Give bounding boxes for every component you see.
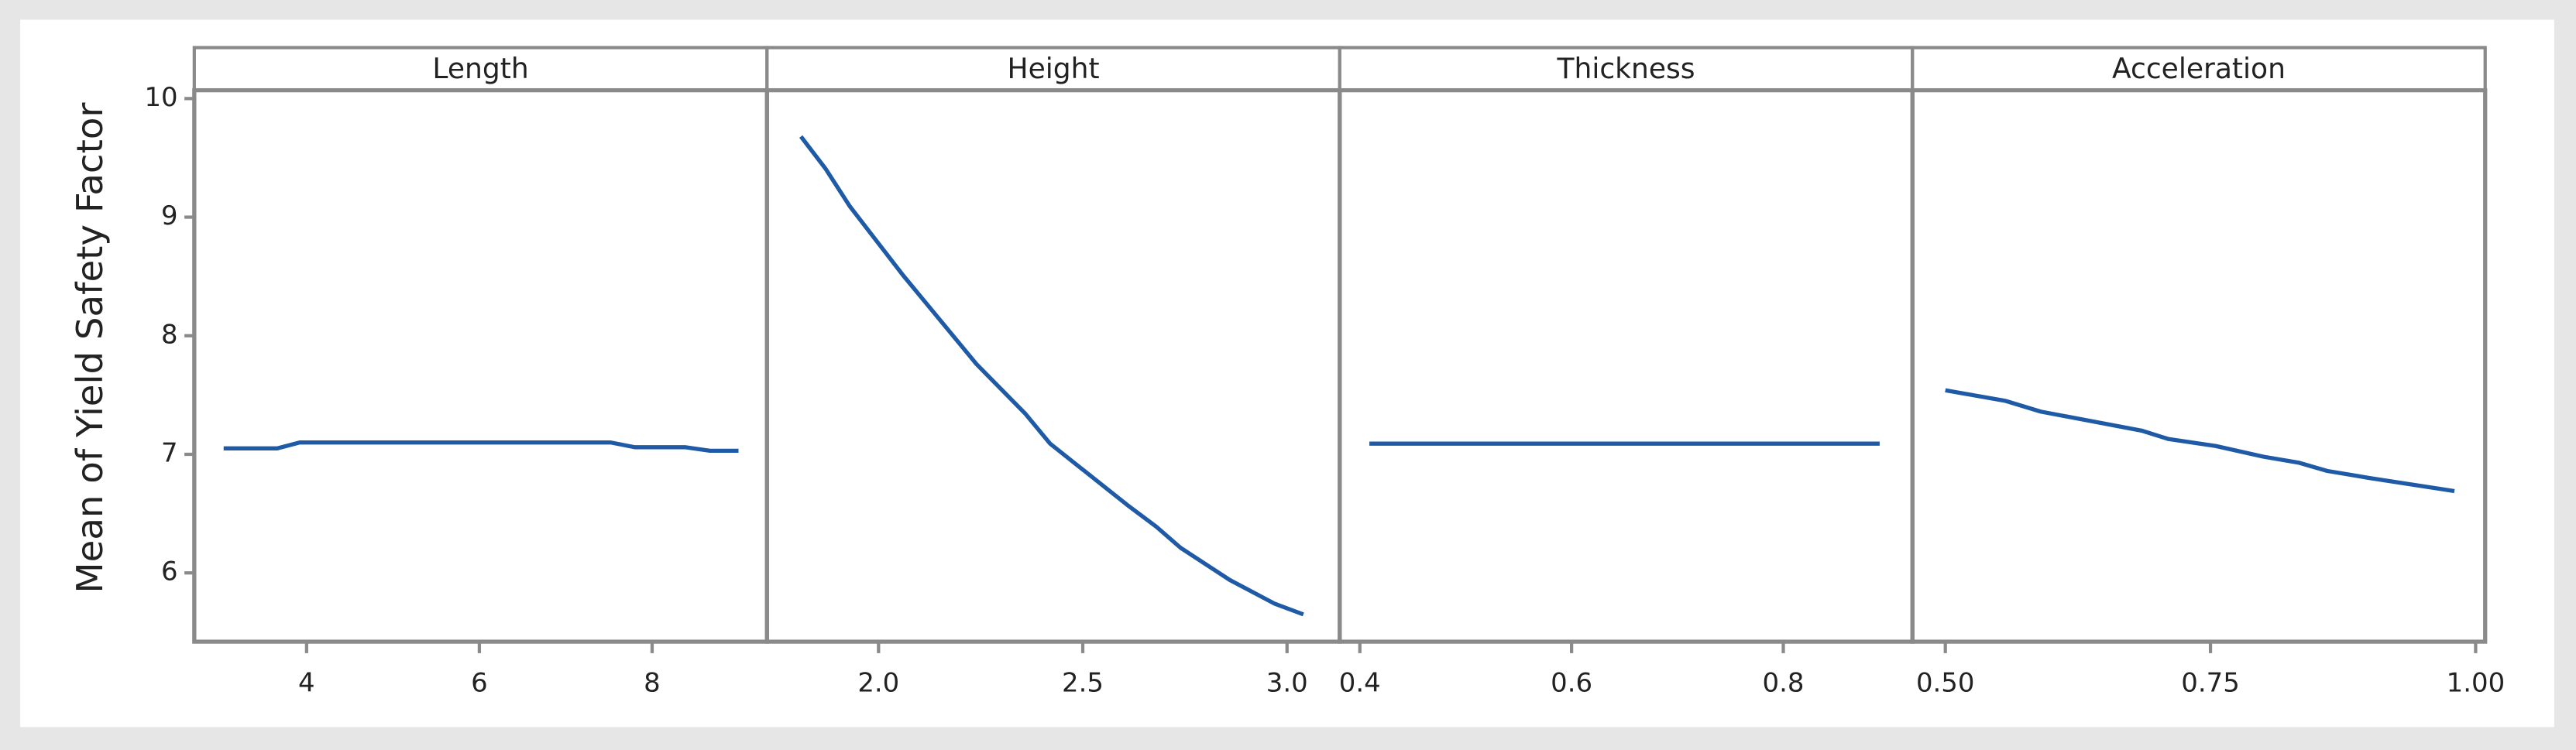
panel-border	[1910, 87, 2488, 644]
x-tick-label: 3.0	[1266, 668, 1308, 698]
x-tick-label: 0.4	[1339, 668, 1381, 698]
x-tick-label: 8	[644, 668, 661, 698]
x-tick-label: 4	[298, 668, 315, 698]
y-tick-label: 8	[161, 319, 178, 349]
x-tick-label: 0.8	[1763, 668, 1805, 698]
x-tick-label: 2.5	[1062, 668, 1104, 698]
x-tick-label: 1.00	[2447, 668, 2506, 698]
effect-line	[799, 135, 1304, 617]
x-tick-label: 2.0	[857, 668, 899, 698]
y-tick-label: 6	[161, 557, 178, 587]
x-tick-label: 0.75	[2181, 668, 2240, 698]
y-tick-label: 10	[144, 82, 177, 112]
plot-background	[20, 19, 2554, 728]
effect-line	[223, 440, 739, 454]
x-tick-label: 6	[471, 668, 488, 698]
strip-header	[1911, 46, 2487, 92]
y-axis-label: Mean of Yield Safety Factor	[69, 102, 111, 594]
panel-title: Length	[432, 53, 528, 85]
x-tick-label: 0.50	[1916, 668, 1974, 698]
y-tick-label: 9	[161, 200, 178, 231]
effect-line	[1945, 388, 2455, 494]
x-tick-label: 0.6	[1551, 668, 1592, 698]
panel-title: Acceleration	[2112, 53, 2286, 85]
strip-header	[1338, 46, 1915, 92]
panel-title: Thickness	[1556, 53, 1695, 85]
y-tick-label: 7	[161, 437, 178, 467]
panel-title: Height	[1008, 53, 1100, 85]
